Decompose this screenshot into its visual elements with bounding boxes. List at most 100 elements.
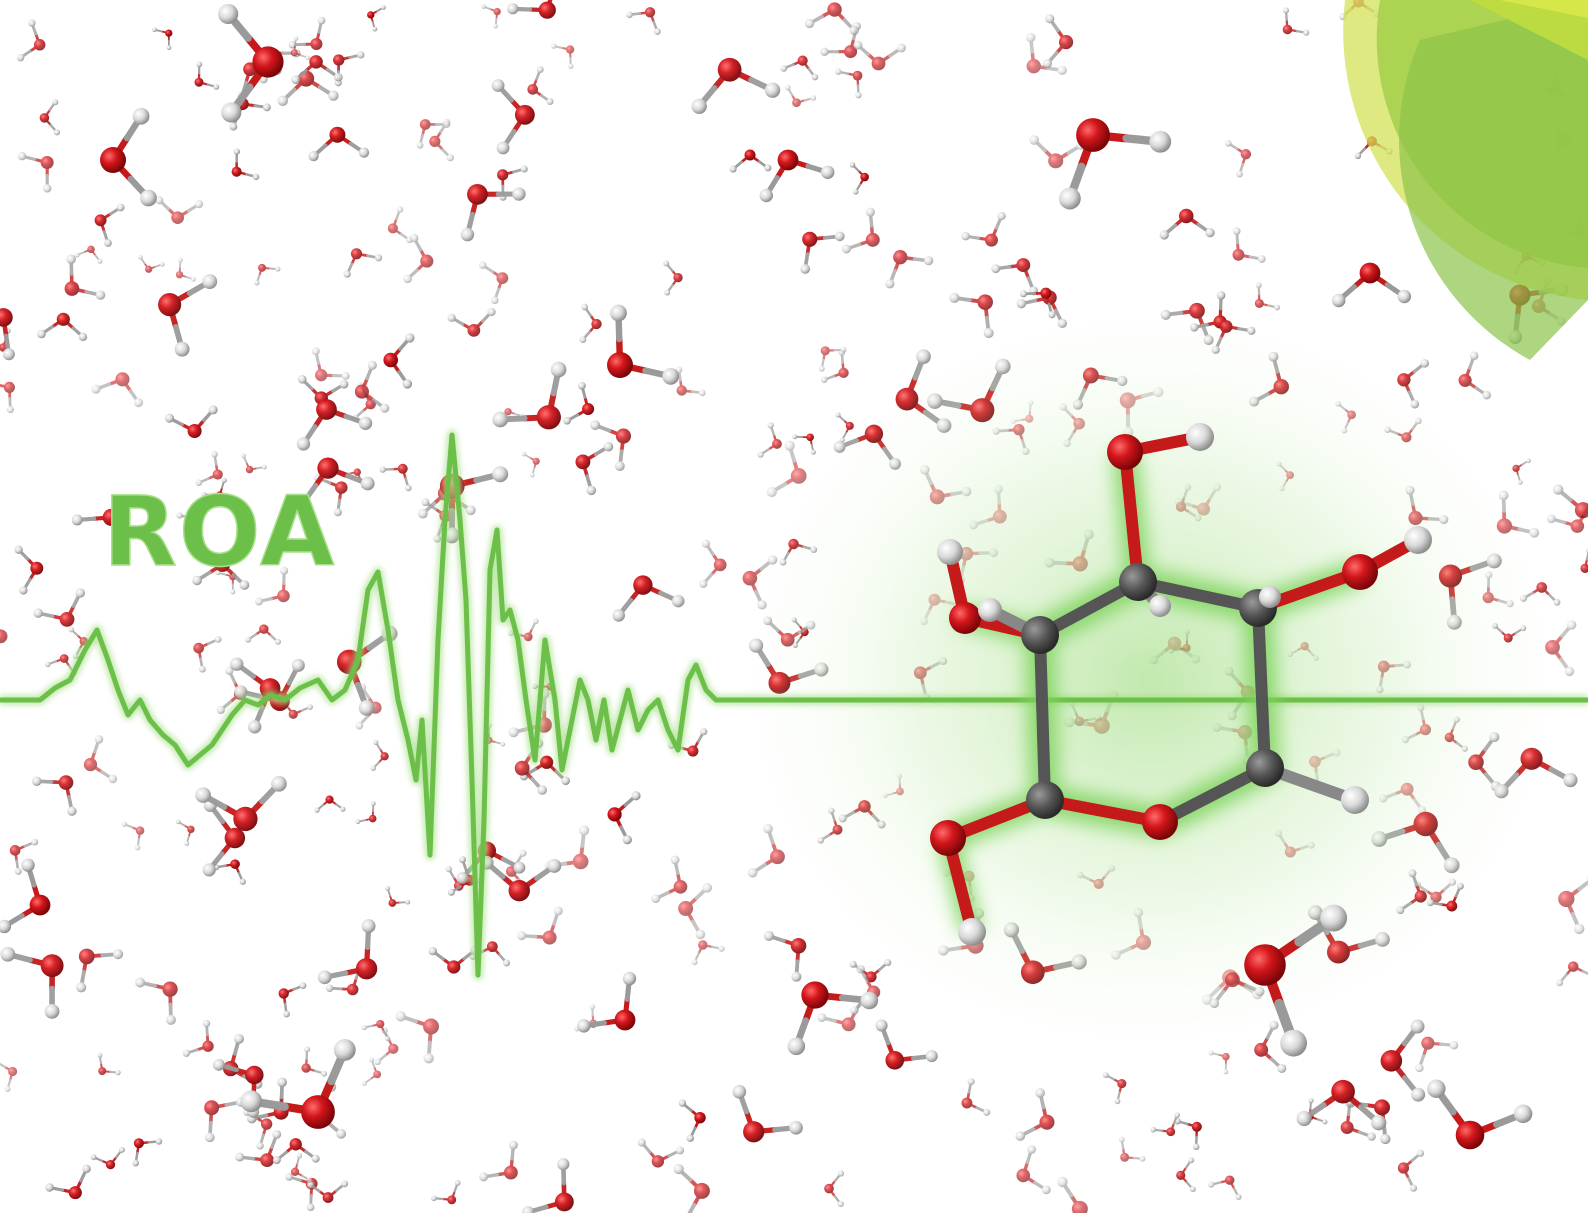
water-molecule	[135, 977, 178, 1025]
water-molecule	[288, 16, 326, 50]
water-molecule	[32, 775, 77, 816]
water-molecule	[612, 575, 685, 622]
water-molecule	[626, 7, 661, 35]
water-molecule	[1415, 1036, 1459, 1073]
water-molecule	[317, 919, 378, 985]
water-molecule	[1552, 484, 1588, 519]
water-molecule	[194, 61, 220, 90]
water-molecule	[1159, 208, 1215, 240]
water-molecule	[780, 55, 819, 81]
water-molecule	[1016, 1145, 1051, 1195]
water-molecule	[343, 248, 383, 278]
water-molecule	[519, 755, 570, 786]
water-molecule	[431, 1180, 461, 1205]
water-molecule	[517, 906, 563, 945]
water-molecule	[835, 68, 863, 99]
water-molecule	[691, 940, 725, 966]
water-molecule	[354, 360, 390, 413]
molecule-glow	[710, 280, 1588, 1080]
roa-title: ROA	[103, 476, 336, 588]
water-molecule	[45, 1164, 91, 1200]
foreground-water-molecules	[0, 3, 1533, 1150]
water-molecule	[673, 1163, 710, 1213]
water-molecule	[291, 55, 343, 85]
water-molecule	[14, 545, 44, 595]
water-molecule	[231, 148, 260, 181]
water-molecule	[577, 971, 637, 1033]
water-molecule	[607, 304, 680, 385]
water-molecule	[182, 1019, 214, 1057]
water-molecule	[820, 349, 849, 383]
water-molecule	[76, 948, 124, 993]
water-molecule	[784, 84, 817, 108]
water-molecule	[1176, 1157, 1196, 1193]
water-molecule	[961, 1078, 991, 1116]
water-molecule	[667, 728, 708, 757]
water-molecule	[307, 1180, 349, 1203]
water-molecule	[732, 1084, 803, 1143]
water-molecule	[607, 791, 641, 845]
water-molecule	[491, 79, 535, 155]
water-molecule	[663, 260, 683, 296]
water-molecule	[1174, 1117, 1202, 1151]
water-molecule	[370, 739, 389, 771]
water-molecule	[527, 66, 554, 106]
water-molecule	[296, 399, 373, 451]
water-molecule	[416, 119, 451, 149]
water-molecule	[1340, 1097, 1376, 1141]
water-molecule	[195, 451, 223, 486]
water-molecule	[383, 333, 415, 389]
water-molecule	[254, 263, 281, 286]
water-molecule	[277, 70, 339, 106]
water-molecule	[1057, 1176, 1088, 1213]
water-molecule	[1118, 1136, 1146, 1162]
water-molecule	[478, 261, 509, 305]
water-molecule	[590, 420, 632, 472]
water-molecule	[132, 1138, 163, 1167]
water-molecule	[1244, 904, 1348, 1057]
water-molecule	[308, 126, 370, 162]
water-molecule	[1026, 32, 1067, 75]
water-molecule	[379, 463, 412, 492]
water-molecule	[138, 254, 165, 273]
water-molecule	[1232, 227, 1266, 263]
water-molecule	[804, 2, 859, 36]
water-molecule	[165, 405, 218, 439]
water-molecule	[551, 43, 575, 69]
water-molecule	[361, 1057, 382, 1086]
water-molecule	[961, 211, 1006, 247]
water-molecule	[729, 149, 772, 173]
water-molecule	[278, 982, 307, 1018]
water-molecule	[428, 946, 479, 974]
water-molecule	[367, 5, 386, 32]
water-molecule	[17, 152, 54, 193]
pyranose-molecule	[930, 423, 1432, 946]
water-molecule	[575, 441, 614, 496]
water-molecule	[121, 821, 145, 851]
water-molecule	[355, 801, 377, 825]
water-molecule	[1282, 7, 1310, 36]
water-molecule	[800, 231, 845, 274]
water-molecule	[204, 1097, 246, 1143]
water-molecule	[218, 3, 284, 123]
water-molecule	[651, 855, 688, 904]
water-molecule	[824, 1170, 845, 1208]
water-molecule	[460, 183, 526, 242]
water-molecule	[0, 308, 15, 361]
water-molecule	[521, 451, 540, 478]
water-molecule	[71, 508, 128, 556]
water-molecule	[387, 206, 413, 244]
water-molecule	[0, 946, 64, 1019]
water-molecule	[301, 1046, 328, 1077]
water-molecule	[507, 0, 556, 19]
water-molecule	[175, 819, 195, 846]
water-molecule	[479, 1140, 518, 1182]
water-molecule	[39, 99, 61, 136]
water-molecule	[212, 859, 246, 885]
water-molecule	[699, 539, 727, 588]
water-molecule	[290, 1153, 313, 1183]
water-molecule	[637, 1138, 685, 1168]
water-molecule	[64, 254, 106, 300]
water-molecule	[763, 930, 807, 982]
water-molecule	[202, 798, 246, 877]
